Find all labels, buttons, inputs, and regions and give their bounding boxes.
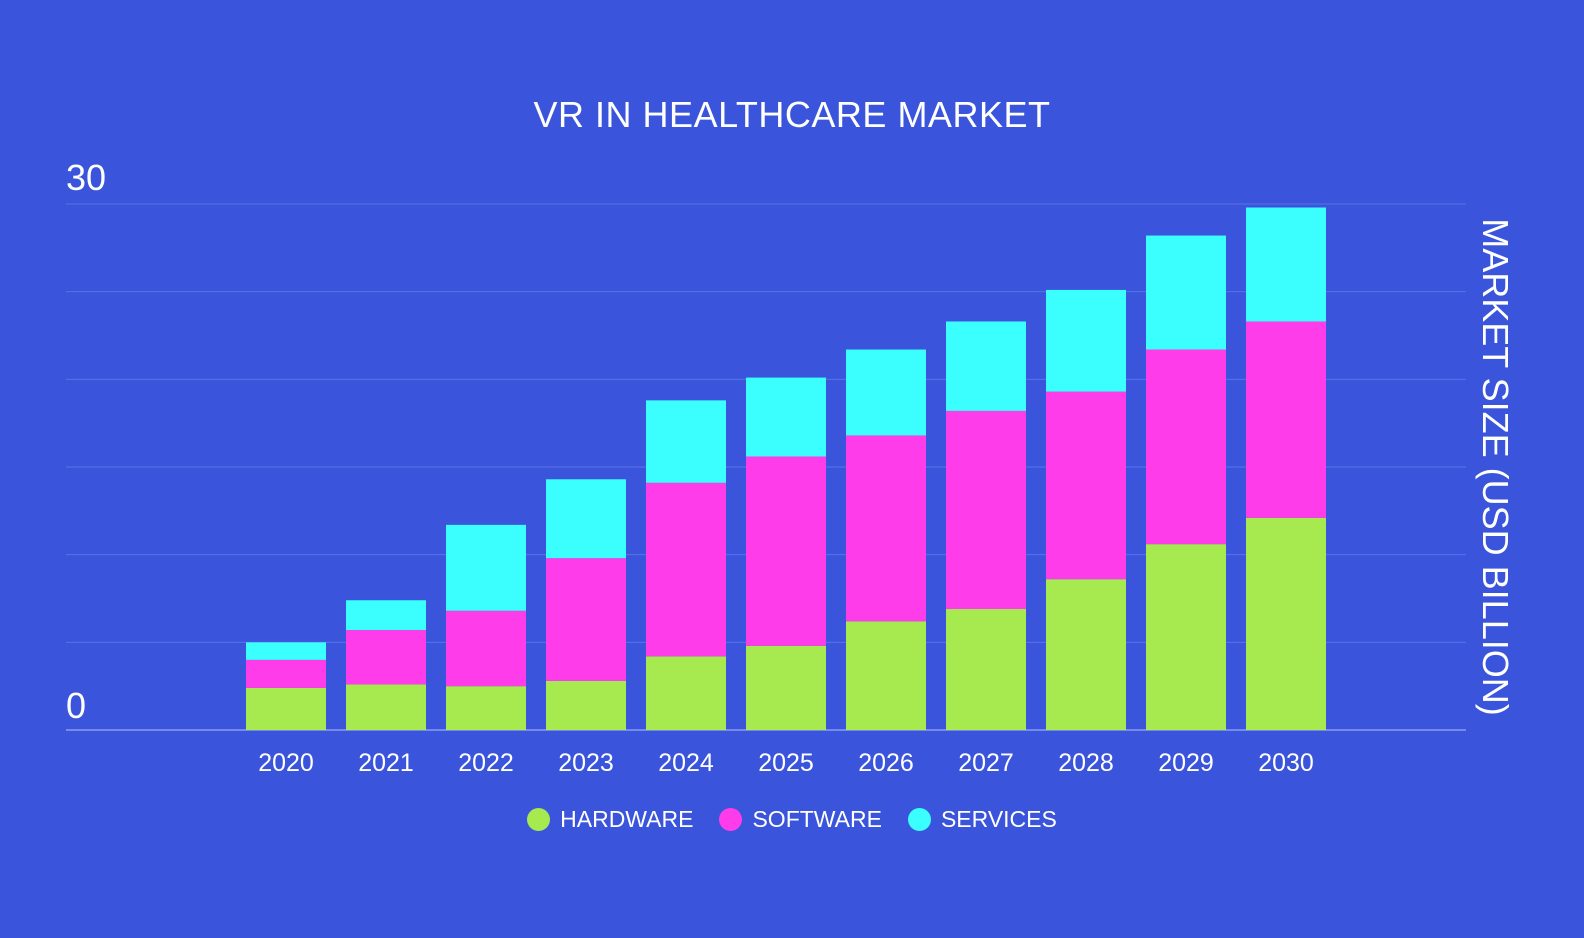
- y-axis-label: MARKET SIZE (USD BILLION): [1475, 218, 1516, 715]
- bar-services-2028: [1046, 289, 1126, 392]
- bar-services-2024: [646, 400, 726, 483]
- legend-swatch: [907, 808, 931, 831]
- bar-services-2027: [946, 321, 1026, 411]
- bar-hardware-2027: [946, 609, 1026, 730]
- x-tick-label: 2021: [358, 749, 414, 777]
- bar-hardware-2028: [1046, 579, 1126, 730]
- legend: HARDWARE SOFTWARE SERVICES: [0, 806, 1584, 833]
- y-tick-label: 30: [66, 157, 106, 198]
- y-tick-label: 0: [66, 685, 86, 726]
- bar-services-2029: [1146, 235, 1226, 350]
- bar-hardware-2025: [746, 645, 826, 730]
- bar-services-2025: [746, 377, 826, 457]
- x-tick-label: 2024: [658, 749, 714, 777]
- bar-hardware-2021: [346, 684, 426, 730]
- legend-swatch: [527, 808, 551, 831]
- bar-services-2026: [846, 349, 926, 436]
- bar-software-2020: [246, 659, 326, 688]
- legend-item-hardware: HARDWARE: [527, 806, 693, 833]
- x-tick-label: 2026: [858, 749, 914, 777]
- bar-software-2027: [946, 410, 1026, 610]
- bar-software-2024: [646, 482, 726, 657]
- bar-software-2025: [746, 456, 826, 646]
- bar-software-2022: [446, 610, 526, 687]
- bar-software-2023: [546, 558, 626, 681]
- bar-hardware-2020: [246, 687, 326, 730]
- legend-label: HARDWARE: [560, 806, 694, 832]
- bar-hardware-2023: [546, 680, 626, 730]
- x-tick-label: 2022: [458, 749, 514, 777]
- x-tick-label: 2023: [558, 749, 614, 777]
- bar-hardware-2022: [446, 686, 526, 730]
- bar-services-2020: [246, 642, 326, 660]
- bar-software-2028: [1046, 391, 1126, 580]
- bar-hardware-2030: [1246, 517, 1326, 730]
- bar-services-2030: [1246, 207, 1326, 322]
- bar-services-2023: [546, 479, 626, 559]
- bar-services-2022: [446, 524, 526, 611]
- bar-hardware-2026: [846, 621, 926, 730]
- x-tick-label: 2020: [258, 749, 314, 777]
- legend-label: SOFTWARE: [752, 806, 882, 832]
- bar-services-2021: [346, 600, 426, 631]
- bar-hardware-2024: [646, 656, 726, 730]
- x-tick-label: 2030: [1258, 749, 1314, 777]
- bar-software-2026: [846, 435, 926, 622]
- legend-label: SERVICES: [940, 806, 1057, 832]
- x-tick-label: 2025: [758, 749, 814, 777]
- legend-item-software: SOFTWARE: [719, 806, 882, 833]
- x-tick-label: 2027: [958, 749, 1014, 777]
- bar-software-2029: [1146, 349, 1226, 545]
- legend-item-services: SERVICES: [907, 806, 1057, 833]
- x-tick-label: 2029: [1158, 749, 1214, 777]
- bar-hardware-2029: [1146, 544, 1226, 730]
- x-tick-label: 2028: [1058, 749, 1114, 777]
- bar-software-2030: [1246, 321, 1326, 518]
- bar-software-2021: [346, 630, 426, 685]
- legend-swatch: [719, 808, 743, 831]
- chart-title: VR IN HEALTHCARE MARKET: [533, 94, 1051, 135]
